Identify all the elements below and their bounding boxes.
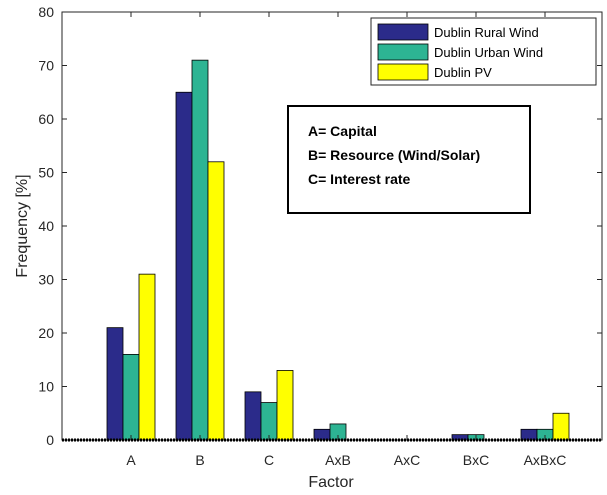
bar-dublin-pv-c bbox=[276, 370, 294, 441]
y-tick-label: 0 bbox=[46, 432, 54, 448]
x-axis-title: Factor bbox=[308, 474, 354, 491]
bar-dublin-pv-axbxc bbox=[552, 412, 570, 441]
y-tick-label: 80 bbox=[38, 4, 54, 20]
annotation-line-1: A= Capital bbox=[308, 123, 377, 139]
bar-dublin-pv-a bbox=[138, 273, 156, 441]
x-tick-label: AxB bbox=[325, 452, 351, 468]
bar-dublin-rural-wind-axb bbox=[313, 428, 331, 441]
bar-dublin-rural-wind-axbxc bbox=[520, 428, 538, 441]
y-tick-label: 10 bbox=[38, 379, 54, 395]
x-tick-label: B bbox=[195, 452, 204, 468]
y-axis-ticks: 0 10 20 30 40 50 60 70 80 bbox=[38, 4, 602, 448]
legend: Dublin Rural Wind Dublin Urban Wind Dublin… bbox=[370, 17, 597, 86]
legend-swatch bbox=[377, 63, 429, 81]
annotation-line-3: C= Interest rate bbox=[308, 171, 411, 187]
legend-label: Dublin Urban Wind bbox=[434, 45, 543, 60]
legend-label: Dublin Rural Wind bbox=[434, 25, 539, 40]
y-axis-title: Frequency [%] bbox=[14, 174, 31, 277]
y-tick-label: 60 bbox=[38, 111, 54, 127]
y-tick-label: 50 bbox=[38, 165, 54, 181]
x-tick-label: AxC bbox=[394, 452, 420, 468]
bar-dublin-rural-wind-c bbox=[244, 391, 262, 441]
legend-swatch bbox=[377, 43, 429, 61]
y-tick-label: 20 bbox=[38, 325, 54, 341]
x-tick-label: AxBxC bbox=[524, 452, 567, 468]
bar-dublin-urban-wind-c bbox=[260, 402, 278, 441]
y-tick-label: 40 bbox=[38, 218, 54, 234]
annotation-line-2: B= Resource (Wind/Solar) bbox=[308, 147, 480, 163]
y-tick-label: 30 bbox=[38, 272, 54, 288]
x-axis-ticks: A B C AxB AxC BxC AxBxC bbox=[126, 12, 566, 468]
x-tick-label: C bbox=[264, 452, 274, 468]
annotation-box: A= Capital B= Resource (Wind/Solar) C= I… bbox=[287, 105, 531, 214]
annotation-frame bbox=[287, 105, 531, 214]
y-tick-label: 70 bbox=[38, 58, 54, 74]
x-tick-label: A bbox=[126, 452, 136, 468]
x-tick-label: BxC bbox=[463, 452, 489, 468]
legend-items: Dublin Rural Wind Dublin Urban Wind Dublin… bbox=[377, 23, 543, 81]
legend-label: Dublin PV bbox=[434, 65, 492, 80]
bar-dublin-urban-wind-b bbox=[191, 59, 209, 441]
bar-dublin-rural-wind-a bbox=[106, 327, 124, 441]
legend-swatch bbox=[377, 23, 429, 41]
bar-dublin-rural-wind-b bbox=[175, 91, 193, 441]
bar-dublin-urban-wind-a bbox=[122, 353, 140, 441]
bar-dublin-pv-b bbox=[207, 161, 225, 441]
bars-layer bbox=[106, 59, 570, 441]
